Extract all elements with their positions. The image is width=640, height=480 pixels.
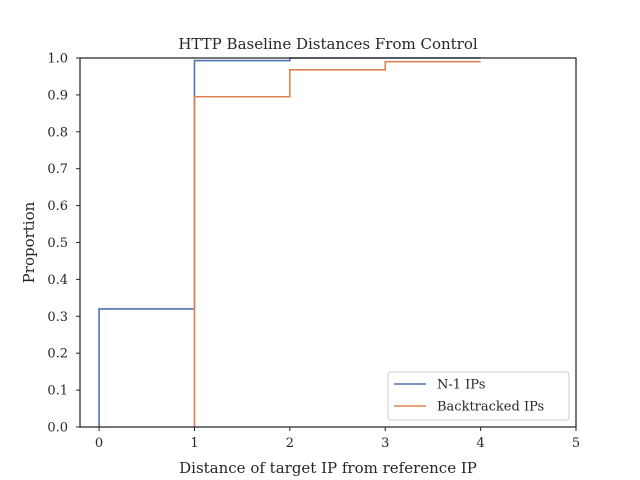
x-tick-label: 0: [95, 436, 103, 451]
y-axis: 0.0 0.1 0.2 0.3 0.4 0.5 0.6 0.7 0.8 0.9 1.0: [47, 52, 80, 436]
y-tick-label: 0.1: [47, 384, 68, 399]
y-tick-label: 0.6: [47, 199, 68, 214]
legend: N-1 IPs Backtracked IPs: [387, 371, 570, 421]
y-tick-label: 0.4: [47, 273, 68, 288]
x-tick-label: 3: [381, 436, 389, 451]
legend-entries: N-1 IPs Backtracked IPs: [394, 378, 544, 415]
y-tick-label: 0.0: [47, 421, 68, 436]
x-axis: 0 1 2 3 4 5: [95, 427, 580, 451]
plot-background: [80, 58, 576, 427]
y-tick-label: 0.3: [47, 310, 68, 325]
y-tick-label: 0.2: [47, 347, 68, 362]
legend-label-2: Backtracked IPs: [437, 400, 544, 415]
y-tick-label: 0.8: [47, 125, 68, 140]
series-line-2: [193, 60, 481, 427]
x-axis-label: Distance of target IP from reference IP: [179, 459, 477, 477]
y-tick-label: 0.7: [47, 162, 68, 177]
y-axis-label: Proportion: [20, 201, 38, 283]
legend-box: [387, 371, 570, 421]
x-tick-label: 4: [476, 436, 484, 451]
y-tick-label: 0.9: [47, 88, 68, 103]
x-tick-label: 2: [286, 436, 294, 451]
x-tick-label: 5: [572, 436, 580, 451]
x-tick-label: 1: [190, 436, 198, 451]
y-tick-label: 1.0: [47, 52, 68, 67]
chart-title: HTTP Baseline Distances From Control: [178, 35, 478, 53]
legend-label-1: N-1 IPs: [437, 378, 485, 393]
plot-area: [79, 57, 577, 428]
y-tick-label: 0.5: [47, 236, 68, 251]
